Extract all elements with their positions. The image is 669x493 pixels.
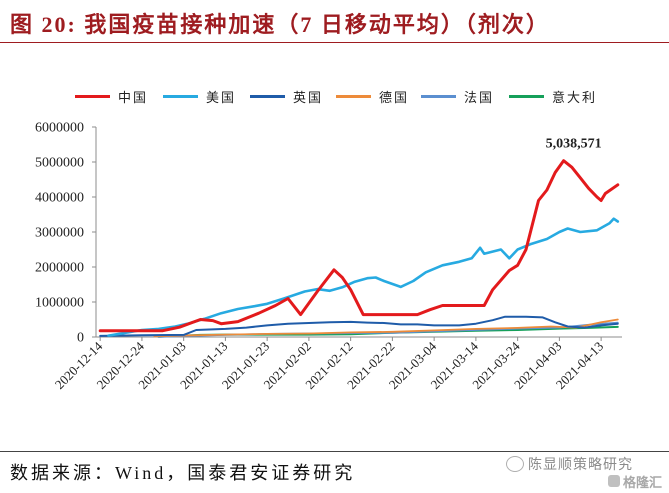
y-tick-label: 5000000 [35, 156, 84, 171]
legend-item-italy: 意大利 [509, 88, 598, 106]
legend-swatch-france [421, 94, 456, 98]
legend-label-china: 中国 [118, 90, 149, 106]
legend-swatch-germany [336, 94, 371, 98]
series-line-us [107, 217, 620, 337]
series-line-uk [99, 315, 619, 337]
legend-item-uk: 英国 [250, 88, 324, 106]
legend-item-france: 法国 [421, 88, 495, 106]
y-tick-label: 3000000 [35, 226, 84, 241]
x-axis-ticks: 2020-12-142020-12-242021-01-032021-01-13… [52, 337, 606, 392]
gelonghui-logo-icon [608, 475, 620, 487]
legend-label-uk: 英国 [293, 90, 324, 106]
peak-data-label: 5,038,571 [546, 137, 602, 152]
y-tick-label: 6000000 [35, 121, 84, 136]
watermark-brand: 格隆汇 [623, 476, 663, 491]
series-lines [98, 159, 620, 338]
legend-label-france: 法国 [464, 90, 495, 106]
y-tick-label: 2000000 [35, 261, 84, 276]
legend-label-us: 美国 [206, 90, 237, 106]
legend-swatch-us [163, 94, 198, 98]
legend-label-germany: 德国 [379, 90, 410, 106]
data-source: 数据来源：Wind，国泰君安证券研究 [10, 463, 356, 483]
series-line-china [98, 159, 620, 333]
legend-item-us: 美国 [163, 88, 237, 106]
y-tick-label: 0 [77, 331, 84, 346]
title-rule [0, 42, 669, 43]
legend-item-germany: 德国 [336, 88, 410, 106]
y-axis-ticks: 0 1000000 2000000 3000000 4000000 5000000 6000… [35, 121, 96, 346]
footer-rule [0, 451, 669, 452]
legend-swatch-china [75, 94, 110, 98]
y-tick-label: 1000000 [35, 296, 84, 311]
legend-swatch-italy [509, 94, 544, 98]
legend-swatch-uk [250, 94, 285, 98]
y-tick-label: 4000000 [35, 191, 84, 206]
legend-label-italy: 意大利 [552, 90, 598, 106]
legend-item-china: 中国 [75, 88, 149, 106]
watermark-account: 陈显顺策略研究 [528, 457, 633, 473]
wechat-icon [506, 456, 524, 472]
figure-title: 图 20: 我国疫苗接种加速（7 日移动平均）（剂次） [10, 12, 550, 37]
